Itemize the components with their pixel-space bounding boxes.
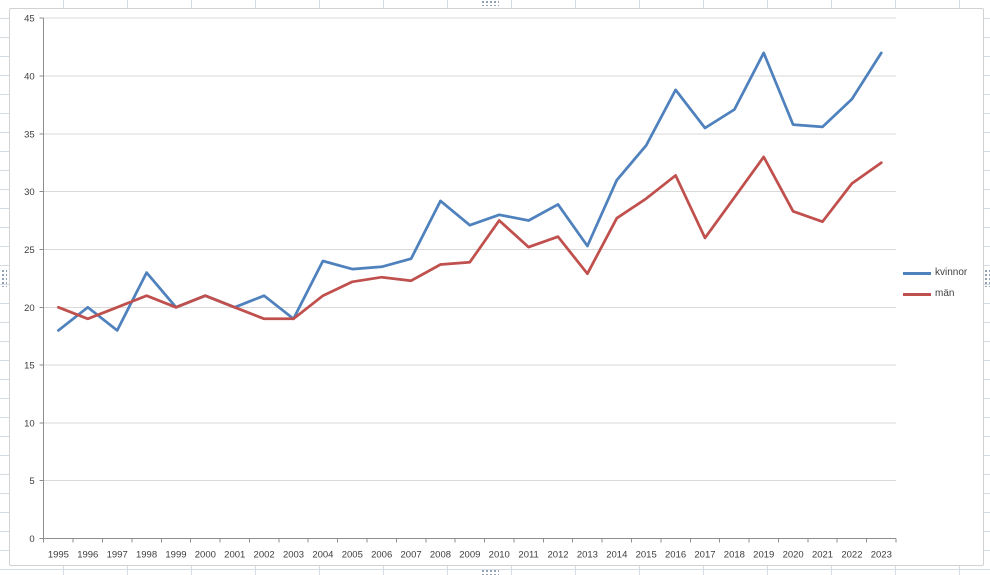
x-tick-label-2001: 2001 xyxy=(224,550,245,561)
x-tick-label-2009: 2009 xyxy=(459,550,480,561)
legend-label-kvinnor: kvinnor xyxy=(935,267,968,278)
y-tick-label-20: 20 xyxy=(24,303,35,314)
x-tick-label-2010: 2010 xyxy=(489,550,510,561)
man-line-swatch xyxy=(903,292,931,296)
x-tick-label-2023: 2023 xyxy=(871,550,892,561)
x-tick-label-2016: 2016 xyxy=(665,550,686,561)
x-tick-label-1996: 1996 xyxy=(77,550,98,561)
legend-item-kvinnor[interactable]: kvinnor xyxy=(903,267,983,279)
chart-resize-handle-right[interactable] xyxy=(984,269,990,287)
chart-resize-handle-top[interactable] xyxy=(481,0,499,6)
x-tick-label-2008: 2008 xyxy=(430,550,451,561)
y-tick-label-40: 40 xyxy=(24,72,35,83)
chart-legend: kvinnor män xyxy=(903,267,983,300)
x-tick-label-2017: 2017 xyxy=(694,550,715,561)
x-tick-label-1999: 1999 xyxy=(165,550,186,561)
x-tick-label-2004: 2004 xyxy=(312,550,333,561)
x-tick-label-2015: 2015 xyxy=(636,550,657,561)
y-tick-label-10: 10 xyxy=(24,418,35,429)
chart-resize-handle-bottom[interactable] xyxy=(481,569,499,575)
kvinnor-line-swatch xyxy=(903,271,931,275)
y-tick-label-25: 25 xyxy=(24,245,35,256)
chart-resize-handle-left[interactable] xyxy=(1,269,7,287)
x-tick-label-2007: 2007 xyxy=(401,550,422,561)
x-tick-label-2014: 2014 xyxy=(606,550,627,561)
y-tick-label-15: 15 xyxy=(24,361,35,372)
x-tick-label-2006: 2006 xyxy=(371,550,392,561)
x-tick-label-2013: 2013 xyxy=(577,550,598,561)
x-tick-label-2018: 2018 xyxy=(724,550,745,561)
x-tick-label-1997: 1997 xyxy=(107,550,128,561)
x-tick-label-2005: 2005 xyxy=(342,550,363,561)
y-tick-label-30: 30 xyxy=(24,187,35,198)
x-tick-label-2021: 2021 xyxy=(812,550,833,561)
x-tick-label-2019: 2019 xyxy=(753,550,774,561)
chart-object[interactable]: 0 5 10 15 20 25 30 35 40 45 1995 1996 1997 1998 1999 20… xyxy=(9,8,984,566)
line-chart-plot: 0 5 10 15 20 25 30 35 40 45 1995 1996 1997 1998 1999 20… xyxy=(24,14,897,561)
x-tick-label-1995: 1995 xyxy=(48,550,69,561)
x-tick-label-2003: 2003 xyxy=(283,550,304,561)
legend-label-man: män xyxy=(935,288,955,299)
y-tick-label-0: 0 xyxy=(29,534,34,545)
x-tick-label-2011: 2011 xyxy=(518,550,538,561)
y-tick-label-35: 35 xyxy=(24,129,35,140)
x-tick-label-1998: 1998 xyxy=(136,550,157,561)
x-tick-label-2022: 2022 xyxy=(841,550,862,561)
legend-item-man[interactable]: män xyxy=(903,288,983,300)
x-tick-label-2020: 2020 xyxy=(783,550,804,561)
y-tick-label-5: 5 xyxy=(29,476,34,487)
x-tick-label-2012: 2012 xyxy=(547,550,568,561)
y-tick-label-45: 45 xyxy=(24,14,35,25)
series-line-män[interactable] xyxy=(57,155,883,321)
x-tick-label-2002: 2002 xyxy=(254,550,275,561)
x-tick-label-2000: 2000 xyxy=(195,550,216,561)
